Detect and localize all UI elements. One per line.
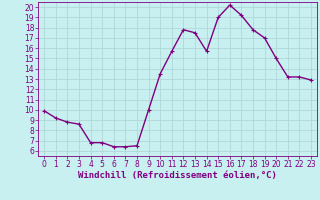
X-axis label: Windchill (Refroidissement éolien,°C): Windchill (Refroidissement éolien,°C) [78, 171, 277, 180]
